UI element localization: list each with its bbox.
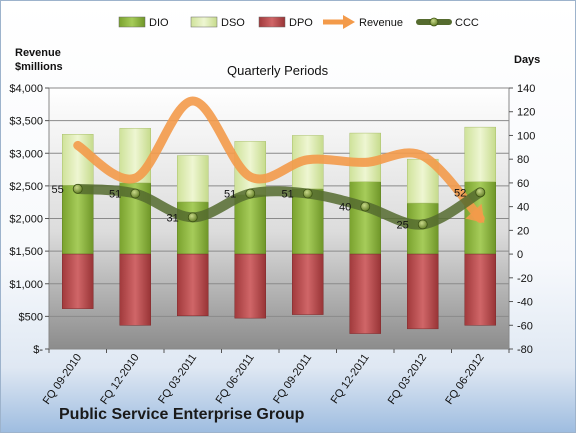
x-tick-label: FQ 12-2010 [98, 352, 142, 407]
left-tick-label: $500 [19, 311, 43, 323]
left-axis-label-line1: Revenue [15, 47, 61, 59]
ccc-point [360, 201, 371, 212]
x-tick-label: FQ 09-2010 [41, 352, 85, 407]
bar-dpo [464, 253, 496, 326]
left-tick-label: $3,000 [9, 148, 43, 160]
right-tick-label: 20 [517, 225, 529, 237]
legend-label: CCC [455, 17, 479, 29]
lines [72, 96, 486, 230]
bar-dso [464, 126, 496, 182]
right-axis-label: Days [514, 54, 540, 66]
right-tick-label: -20 [517, 273, 533, 285]
left-tick-label: $4,000 [9, 83, 43, 95]
bar-dpo [234, 253, 266, 319]
ccc-point [302, 188, 313, 199]
ccc-label: 55 [52, 184, 64, 196]
axes: $- $500 $1,000 $1,500 $2,000 $2,500 $3,000 $3,5… [9, 83, 535, 356]
left-axis-label-line2: $millions [15, 61, 63, 73]
revenue-line [73, 96, 485, 223]
x-axis-labels: FQ 09-2010 FQ 12-2010 FQ 03-2011 FQ 06-2011… [41, 352, 487, 407]
legend-arrowhead [343, 15, 355, 29]
bar-dpo [119, 253, 151, 326]
left-tick-label: $1,500 [9, 246, 43, 258]
bar-dio [349, 181, 381, 255]
legend-label: DPO [289, 17, 313, 29]
ccc-label: 51 [109, 189, 121, 201]
ccc-label: 51 [282, 189, 294, 201]
bars [62, 126, 496, 334]
left-tick-label: $3,500 [9, 116, 43, 128]
right-tick-label: 80 [517, 154, 529, 166]
ccc-label: 52 [454, 187, 466, 199]
legend-swatch-dpo [258, 16, 286, 28]
right-tick-label: 100 [517, 130, 535, 142]
bar-dpo [177, 253, 209, 317]
legend-swatch-dso [190, 16, 218, 28]
ccc-point [245, 188, 256, 199]
legend-dot [429, 17, 439, 27]
right-tick-label: -40 [517, 297, 533, 309]
x-tick-label: FQ 12-2011 [329, 352, 372, 406]
ccc-point [187, 212, 198, 223]
ccc-label: 40 [339, 202, 351, 214]
bar-dpo [407, 253, 439, 330]
legend-swatch-dio [118, 16, 146, 28]
ccc-label: 31 [167, 212, 179, 224]
left-tick-label: $1,000 [9, 279, 43, 291]
x-tick-label: FQ 03-2011 [156, 352, 199, 406]
x-tick-label: FQ 03-2012 [386, 352, 430, 407]
right-tick-label: -80 [517, 344, 533, 356]
revenue-arrowhead [465, 203, 485, 223]
chart-title: Quarterly Periods [227, 63, 329, 78]
right-tick-label: 120 [517, 107, 535, 119]
right-tick-label: 40 [517, 202, 529, 214]
ccc-label: 25 [397, 219, 409, 231]
left-tick-label: $2,500 [9, 181, 43, 193]
left-tick-label: $2,000 [9, 214, 43, 226]
ccc-data-labels: 55 51 31 51 51 40 25 52 [52, 184, 467, 232]
company-name: Public Service Enterprise Group [59, 406, 305, 423]
ccc-point [130, 188, 141, 199]
legend-label: DSO [221, 17, 245, 29]
right-tick-label: 140 [517, 83, 535, 95]
right-tick-label: 0 [517, 249, 523, 261]
ccc-point [72, 183, 83, 194]
ccc-point [475, 187, 486, 198]
bar-dpo [62, 253, 94, 309]
legend: DIO DSO DPO Revenue CCC [118, 15, 479, 29]
bar-dio [177, 201, 209, 255]
left-tick-label: $- [33, 344, 43, 356]
bar-dio [62, 185, 94, 255]
ccc-label: 51 [224, 189, 236, 201]
x-tick-label: FQ 06-2011 [214, 352, 257, 406]
x-tick-label: FQ 09-2011 [271, 352, 314, 406]
right-tick-label: -60 [517, 320, 533, 332]
ccc-point [417, 219, 428, 230]
bar-dpo [292, 253, 324, 315]
bar-dio [234, 194, 266, 255]
right-tick-label: 60 [517, 178, 529, 190]
legend-label: DIO [149, 17, 169, 29]
x-tick-label: FQ 06-2012 [443, 352, 487, 407]
bar-dpo [349, 253, 381, 334]
bar-dso [177, 155, 209, 203]
legend-label: Revenue [359, 17, 403, 29]
